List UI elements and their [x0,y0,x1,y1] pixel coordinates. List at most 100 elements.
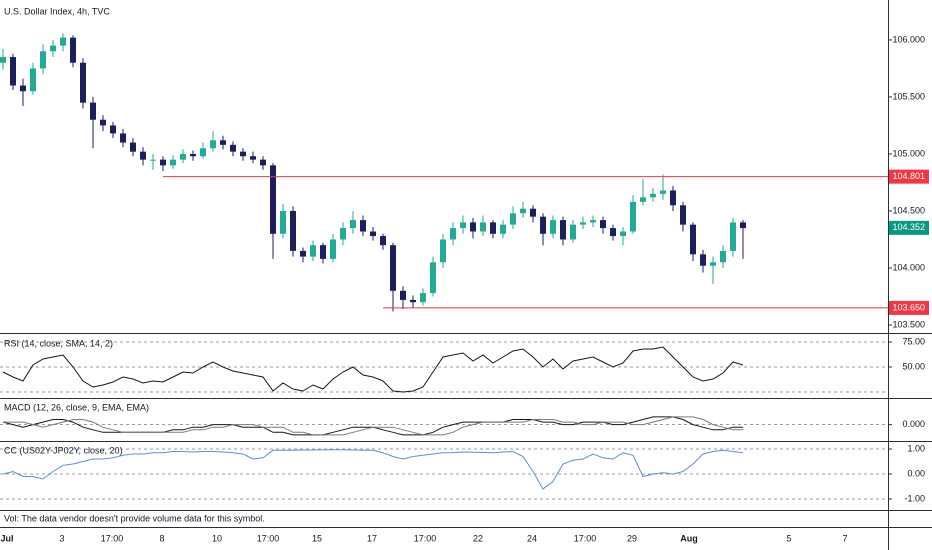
candle-body [680,205,686,225]
chart-title: U.S. Dollar Index, 4h, TVC [4,6,110,16]
candle-body [450,228,456,240]
x-tick-label: 17:00 [414,533,437,543]
price-label: 103.650 [892,302,925,312]
candle-body [10,57,16,86]
price-label-bg [889,300,929,315]
candle-body [670,190,676,206]
candle-body [320,245,326,259]
candle-body [170,159,176,166]
y-tick-label: 0.000 [902,419,925,429]
y-tick-label: 50.00 [902,361,925,371]
indicator-title: MACD (12, 26, close, 9, EMA, EMA) [4,402,149,412]
candle-body [60,37,66,46]
y-tick-label: -1.00 [904,493,925,503]
x-tick-label: 17:00 [574,533,597,543]
indicator-line [3,416,743,436]
candle-body [480,222,486,232]
candle-body [260,159,266,166]
candle-body [70,37,76,63]
x-tick-label: 10 [212,533,222,543]
indicator-title: RSI (14, close, SMA, 14, 2) [4,338,113,348]
last-price-bg [889,220,929,235]
x-tick-label: 17:00 [101,533,124,543]
candle-body [210,140,216,149]
candle-body [620,231,626,237]
candle-body [420,293,426,303]
candle-body [50,45,56,52]
candle-body [610,228,616,237]
x-tick-label: 3 [59,533,64,543]
candle-body [510,213,516,225]
candle-body [340,228,346,240]
candle-body [370,231,376,237]
y-tick-label: 103.500 [892,319,925,329]
candle-body [250,156,256,160]
last-price-label: 104.352 [892,222,925,232]
price-label: 104.801 [892,171,925,181]
x-tick-label: 17:00 [257,533,280,543]
candle-body [580,222,586,225]
x-tick-label: 15 [312,533,322,543]
y-tick-label: 105.000 [892,148,925,158]
candle-body [540,216,546,234]
candle-body [600,220,606,229]
candle-body [80,62,86,103]
x-tick-label: Aug [680,533,698,543]
candle-body [660,190,666,194]
candle-body [500,224,506,234]
candle-body [700,254,706,266]
x-tick-label: 8 [159,533,164,543]
candle-body [400,290,406,300]
indicator-line [2,346,744,393]
y-tick-label: 75.00 [902,336,925,346]
candle-body [220,140,226,145]
candle-body [30,68,36,92]
candle-body [590,220,596,223]
candle-body [160,159,166,166]
candle-body [350,220,356,229]
y-tick-label: 105.500 [892,91,925,101]
candle-body [190,153,196,157]
y-tick-label: 104.500 [892,205,925,215]
candle-body [520,208,526,214]
candle-body [290,210,296,251]
candle-body [640,197,646,202]
x-tick-label: 7 [842,533,847,543]
candle-body [730,222,736,251]
x-tick-label: Jul [0,533,13,543]
candle-body [330,239,336,259]
candle-body [440,239,446,263]
x-tick-label: 24 [527,533,537,543]
candle-body [720,250,726,263]
candle-body [150,159,156,161]
y-tick-label: 1.00 [907,443,925,453]
candle-body [740,222,746,229]
price-label-bg [889,169,929,184]
candle-body [560,220,566,240]
candle-body [90,102,96,120]
x-tick-label: 17 [367,533,377,543]
candle-body [390,245,396,291]
candle-body [270,165,276,234]
candle-body [120,133,126,143]
candle-body [40,51,46,69]
candle-body [0,57,6,63]
candle-body [470,222,476,232]
volume-note: Vol: The data vendor doesn't provide vol… [4,513,265,523]
candle-body [650,193,656,198]
candle-body [110,125,116,134]
candle-body [570,224,576,240]
candle-body [180,153,186,160]
candle-body [410,299,416,303]
candle-body [140,151,146,160]
candle-body [630,201,636,232]
candle-body [20,85,26,92]
x-tick-label: 29 [627,533,637,543]
x-tick-label: 22 [473,533,483,543]
candle-body [230,144,236,152]
y-tick-label: 106.000 [892,34,925,44]
candle-body [310,245,316,257]
